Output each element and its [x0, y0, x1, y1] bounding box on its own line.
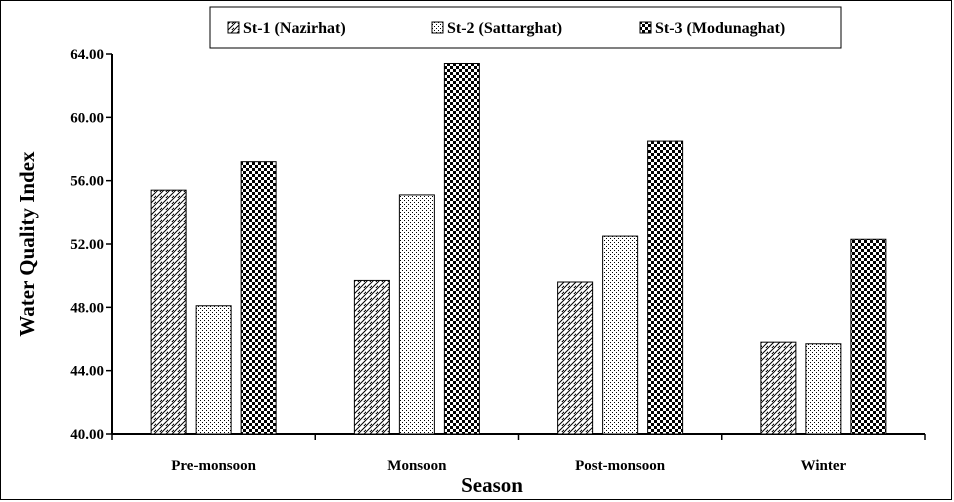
x-tick-label: Post-monsoon: [575, 458, 666, 474]
x-tick-label: Pre-monsoon: [171, 458, 256, 474]
bar: [557, 281, 594, 435]
bar: [647, 140, 684, 435]
x-tick-label: Winter: [801, 458, 847, 474]
y-tick-label: 64.00: [70, 47, 104, 63]
bar: [398, 194, 435, 435]
legend: St-1 (Nazirhat) St-2 (Sattarghat) St-3 (Mo…: [209, 6, 842, 49]
x-axis-title: Season: [461, 473, 523, 497]
legend-label: St-3 (Modunaghat): [655, 20, 785, 37]
bars-group: [150, 63, 887, 435]
y-tick-label: 60.00: [70, 110, 104, 126]
legend-swatch: [431, 21, 444, 34]
bar: [240, 161, 277, 435]
legend-label: St-2 (Sattarghat): [447, 20, 562, 37]
bar: [443, 63, 480, 435]
y-tick-label: 40.00: [70, 427, 104, 443]
legend-box: [209, 6, 842, 49]
y-axis: 40.00 44.00 48.00 52.00 56.00 60.00 64.00: [70, 47, 113, 443]
bar: [150, 189, 187, 435]
bar: [760, 341, 797, 435]
y-tick-label: 52.00: [70, 237, 104, 253]
bar: [602, 235, 639, 435]
legend-swatch: [639, 21, 652, 34]
bar: [353, 279, 390, 435]
legend-swatch: [227, 21, 240, 34]
bar: [805, 343, 842, 435]
y-tick-label: 56.00: [70, 174, 104, 190]
y-tick-label: 48.00: [70, 300, 104, 316]
bar: [195, 305, 232, 435]
x-axis: Pre-monsoon Monsoon Post-monsoon Winter: [111, 433, 926, 474]
legend-label: St-1 (Nazirhat): [243, 20, 346, 37]
y-axis-title: Water Quality Index: [15, 151, 39, 337]
x-tick-label: Monsoon: [387, 458, 447, 474]
bar: [850, 238, 887, 435]
y-tick-label: 44.00: [70, 364, 104, 380]
